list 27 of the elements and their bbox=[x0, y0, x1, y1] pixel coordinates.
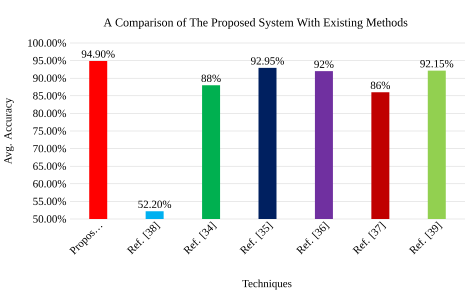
y-tick-label: 90.00% bbox=[33, 74, 66, 82]
data-label: 86% bbox=[370, 82, 390, 90]
data-label: 88% bbox=[201, 74, 221, 82]
data-label: 94.90% bbox=[82, 50, 115, 58]
data-label: 92.15% bbox=[420, 60, 454, 68]
y-tick-label: 100.00% bbox=[28, 39, 66, 47]
x-tick-label: Ref. [39] bbox=[408, 221, 443, 254]
y-tick-label: 55.00% bbox=[33, 198, 66, 206]
y-tick-label: 85.00% bbox=[33, 92, 66, 100]
chart-title: A Comparison of The Proposed System With Existing Methods bbox=[104, 18, 408, 29]
data-label: 92.95% bbox=[250, 57, 284, 65]
x-tick-label: Ref. [37] bbox=[352, 221, 386, 254]
y-tick-label: 65.00% bbox=[33, 162, 66, 170]
y-tick-label: 80.00% bbox=[33, 110, 66, 118]
y-tick-label: 95.00% bbox=[33, 56, 66, 64]
x-tick-label: Ref. [38] bbox=[126, 221, 161, 254]
y-tick-label: 70.00% bbox=[33, 144, 66, 152]
y-tick-label: 50.00% bbox=[33, 215, 66, 223]
x-tick-label: Ref. [36] bbox=[296, 221, 330, 254]
data-label: 92% bbox=[314, 60, 334, 68]
y-tick-label: 75.00% bbox=[33, 127, 66, 135]
y-tick-label: 60.00% bbox=[33, 180, 66, 188]
data-label: 52.20% bbox=[138, 200, 172, 208]
x-axis-title: Techniques bbox=[242, 280, 292, 290]
x-tick-label: Ref. [35] bbox=[239, 221, 274, 254]
x-tick-label: Ref. [34] bbox=[183, 221, 217, 254]
y-axis-title: Avg. Accuracy bbox=[4, 98, 14, 164]
